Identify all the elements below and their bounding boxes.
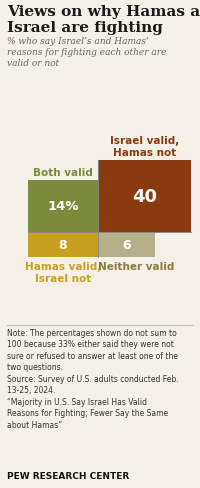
Bar [28,181,98,232]
Bar [98,232,155,258]
Text: Both valid: Both valid [33,168,93,178]
Text: 8: 8 [59,239,67,251]
Text: Hamas valid,
Israel not: Hamas valid, Israel not [25,262,101,283]
Text: 14%: 14% [47,200,79,213]
Text: 40: 40 [132,187,157,205]
Text: Neither valid: Neither valid [98,262,175,271]
Bar [98,161,191,232]
Text: 6: 6 [122,239,131,251]
Text: PEW RESEARCH CENTER: PEW RESEARCH CENTER [7,471,129,480]
Text: % who say Israel’s and Hamas’
reasons for fighting each other are
valid or not: % who say Israel’s and Hamas’ reasons fo… [7,37,166,68]
Bar [28,232,98,258]
Text: Views on why Hamas and
Israel are fighting: Views on why Hamas and Israel are fighti… [7,5,200,35]
Text: Israel valid,
Hamas not: Israel valid, Hamas not [110,136,179,158]
Text: Note: The percentages shown do not sum to
100 because 33% either said they were : Note: The percentages shown do not sum t… [7,328,179,429]
